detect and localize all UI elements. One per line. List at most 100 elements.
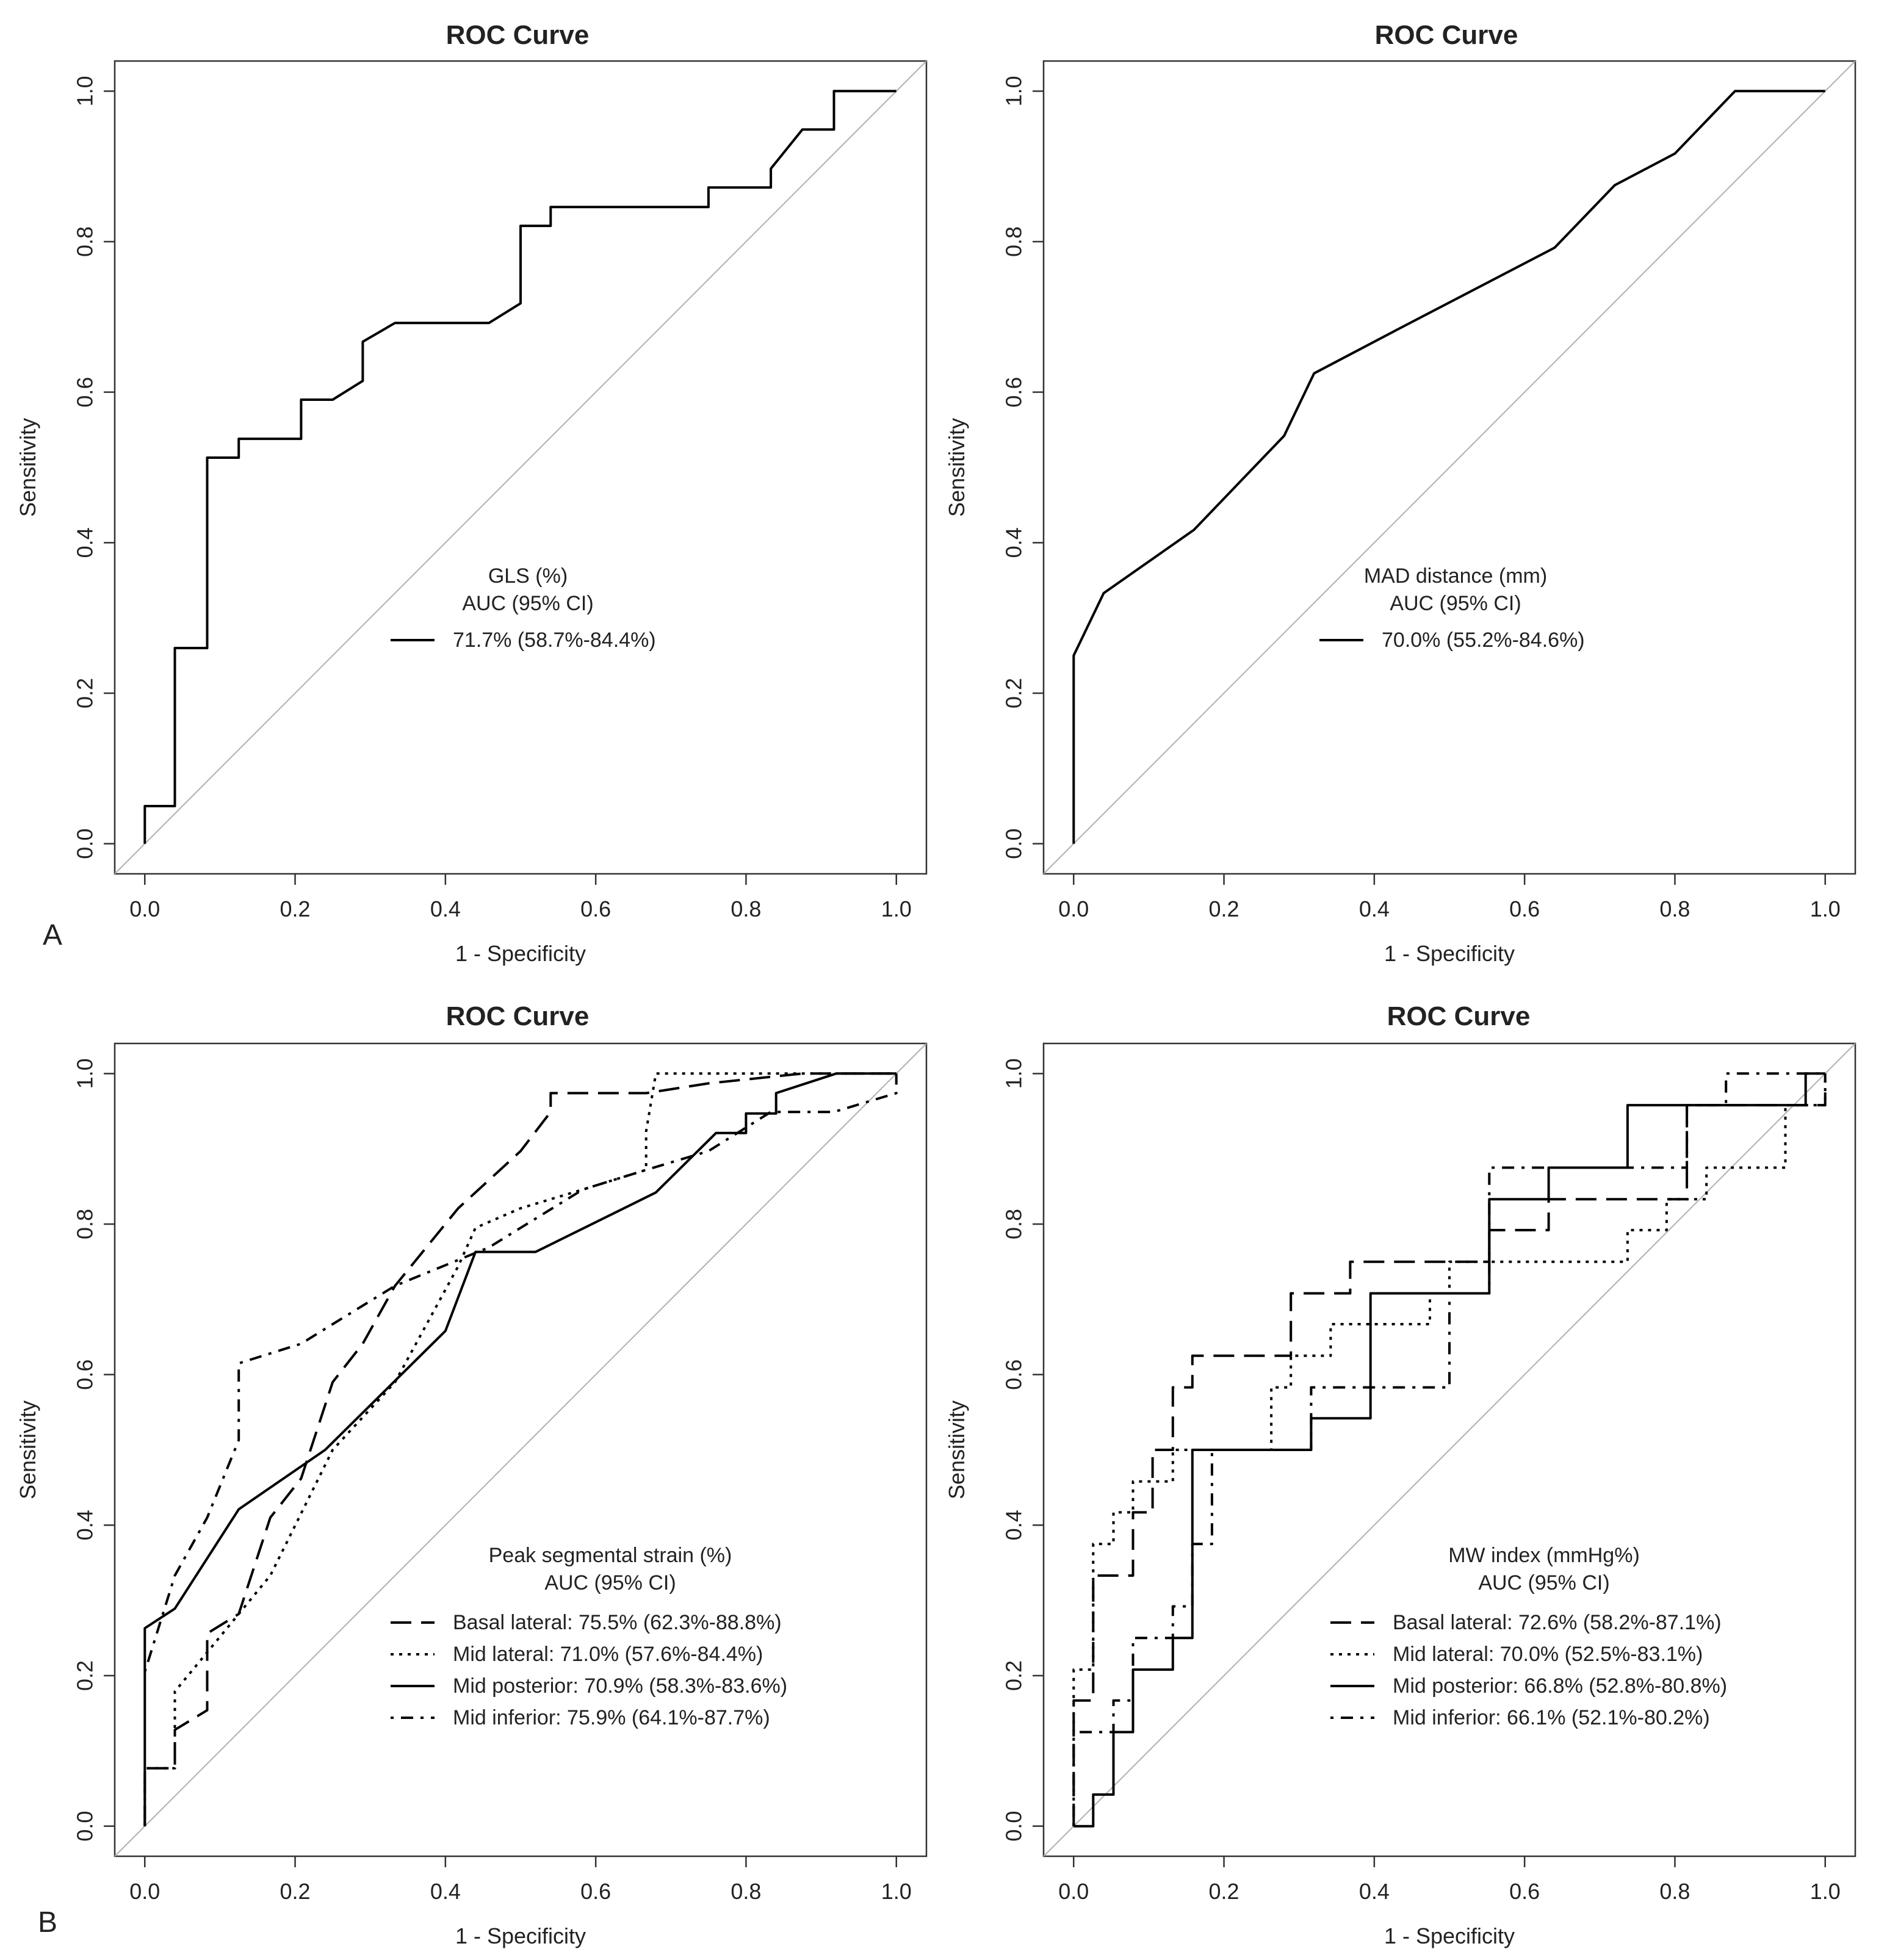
legend-title: MW index (mmHg%) <box>1448 1544 1640 1567</box>
panel-letter-b: B <box>38 1906 57 1939</box>
x-tick-label: 0.4 <box>1359 896 1390 921</box>
x-tick-label: 1.0 <box>1810 896 1841 921</box>
legend-title: MAD distance (mm) <box>1364 564 1547 588</box>
legend-title: AUC (95% CI) <box>544 1571 676 1594</box>
legend-title: AUC (95% CI) <box>1478 1571 1609 1594</box>
y-tick-label: 0.4 <box>1001 527 1026 558</box>
legend-entry: Mid inferior: 66.1% (52.1%-80.2%) <box>1393 1706 1710 1729</box>
y-tick-label: 0.4 <box>1001 1510 1026 1540</box>
x-tick-label: 0.8 <box>731 896 761 921</box>
legend-entry: Basal lateral: 72.6% (58.2%-87.1%) <box>1393 1611 1722 1634</box>
reference-diagonal <box>1043 1043 1856 1857</box>
y-axis-label: Sensitivity <box>15 418 40 517</box>
x-tick-label: 0.6 <box>580 1879 611 1904</box>
roc-series-3 <box>143 1072 897 1826</box>
legend-entry: Mid posterior: 70.9% (58.3%-83.6%) <box>453 1674 787 1698</box>
roc-series-2 <box>143 1072 897 1826</box>
roc-panel-4: ROC Curve 0.0 0.2 0.4 0.6 0.8 1.0 0.0 0.2 0.4 0.6 0… <box>944 1001 1856 1948</box>
x-tick-label: 1.0 <box>881 896 912 921</box>
y-tick-label: 0.2 <box>1001 678 1026 708</box>
roc-panel-1: ROC Curve 0.0 0.2 0.4 0.6 0.8 1.0 0.0 0.2 0.4 0.6 0… <box>15 20 928 966</box>
y-tick-label: 0.8 <box>1001 1209 1026 1239</box>
roc-series-1 <box>143 1072 897 1826</box>
roc-series-2 <box>1072 1073 1827 1826</box>
x-axis-label: 1 - Specificity <box>455 941 586 966</box>
y-tick-label: 0.8 <box>73 1209 98 1239</box>
x-tick-label: 0.4 <box>430 1879 461 1904</box>
legend: Peak segmental strain (%) AUC (95% CI) Bas… <box>391 1544 787 1729</box>
x-tick-label: 1.0 <box>881 1879 912 1904</box>
plot-frame <box>114 1042 928 1857</box>
y-tick-label: 1.0 <box>73 1058 98 1089</box>
x-tick-label: 0.2 <box>280 896 311 921</box>
x-axis-label: 1 - Specificity <box>1384 1923 1515 1948</box>
reference-diagonal <box>114 60 927 874</box>
y-tick-label: 1.0 <box>1001 76 1026 106</box>
x-axis-label: 1 - Specificity <box>1384 941 1515 966</box>
legend-entry: Mid lateral: 70.0% (52.5%-83.1%) <box>1393 1643 1703 1666</box>
legend-entry: 71.7% (58.7%-84.4%) <box>453 629 656 652</box>
y-tick-label: 0.2 <box>1001 1660 1026 1691</box>
y-tick-label: 0.6 <box>1001 377 1026 408</box>
y-tick-label: 0.4 <box>73 527 98 558</box>
roc-series-1 <box>143 90 897 844</box>
x-tick-label: 0.2 <box>1209 896 1239 921</box>
y-tick-label: 0.0 <box>1001 1811 1026 1842</box>
x-tick-label: 0.8 <box>1659 1879 1690 1904</box>
x-tick-label: 0.8 <box>731 1879 761 1904</box>
legend: GLS (%) AUC (95% CI) 71.7% (58.7%-84.4%) <box>391 564 656 652</box>
x-tick-label: 0.4 <box>430 896 461 921</box>
y-tick-label: 0.6 <box>73 1360 98 1390</box>
reference-diagonal <box>1043 60 1856 874</box>
legend: MAD distance (mm) AUC (95% CI) 70.0% (55.2… <box>1319 564 1585 652</box>
roc-panel-3: ROC Curve 0.0 0.2 0.4 0.6 0.8 1.0 0.0 0.2 0.4 0.6 0… <box>15 1001 928 1948</box>
panel-letter-a: A <box>43 919 62 951</box>
roc-panels: ROC Curve 0.0 0.2 0.4 0.6 0.8 1.0 0.0 0.2 0.4 0.6 0… <box>15 20 1856 1948</box>
x-tick-label: 0.6 <box>580 896 611 921</box>
legend-title: AUC (95% CI) <box>462 592 593 615</box>
x-tick-label: 0.0 <box>1058 1879 1089 1904</box>
plot-frame <box>114 60 928 875</box>
x-axis-label: 1 - Specificity <box>455 1923 586 1948</box>
x-tick-label: 0.0 <box>129 1879 160 1904</box>
x-tick-label: 0.8 <box>1659 896 1690 921</box>
legend-entry: 70.0% (55.2%-84.6%) <box>1382 629 1585 652</box>
x-tick-label: 0.0 <box>1058 896 1089 921</box>
y-axis-label: Sensitivity <box>944 418 969 517</box>
legend-entry: Mid inferior: 75.9% (64.1%-87.7%) <box>453 1706 770 1729</box>
x-tick-label: 0.2 <box>280 1879 311 1904</box>
y-tick-label: 0.0 <box>73 829 98 859</box>
y-tick-label: 0.0 <box>73 1811 98 1842</box>
y-tick-label: 1.0 <box>73 76 98 106</box>
chart-title: ROC Curve <box>446 1001 590 1031</box>
chart-title: ROC Curve <box>1387 1001 1531 1031</box>
roc-panel-2: ROC Curve 0.0 0.2 0.4 0.6 0.8 1.0 0.0 0.2 0.4 0.6 0… <box>944 20 1856 966</box>
y-tick-label: 0.2 <box>73 1660 98 1691</box>
y-tick-label: 0.4 <box>73 1510 98 1540</box>
chart-title: ROC Curve <box>1375 20 1518 50</box>
y-axis-label: Sensitivity <box>944 1400 969 1499</box>
y-tick-label: 1.0 <box>1001 1058 1026 1089</box>
x-tick-label: 0.2 <box>1209 1879 1239 1904</box>
x-tick-label: 0.6 <box>1509 896 1540 921</box>
y-tick-label: 0.8 <box>73 226 98 257</box>
x-tick-label: 0.6 <box>1509 1879 1540 1904</box>
chart-title: ROC Curve <box>446 20 590 50</box>
reference-diagonal <box>114 1043 927 1857</box>
y-tick-label: 0.2 <box>73 678 98 708</box>
legend-title: AUC (95% CI) <box>1390 592 1521 615</box>
plot-frame <box>1042 60 1856 875</box>
legend-entry: Basal lateral: 75.5% (62.3%-88.8%) <box>453 1611 782 1634</box>
legend-entry: Mid posterior: 66.8% (52.8%-80.8%) <box>1393 1674 1727 1698</box>
x-tick-label: 0.0 <box>129 896 160 921</box>
roc-series-4 <box>143 1073 898 1673</box>
y-tick-label: 0.6 <box>1001 1360 1026 1390</box>
legend: MW index (mmHg%) AUC (95% CI) Basal latera… <box>1330 1544 1727 1729</box>
y-axis-label: Sensitivity <box>15 1400 40 1499</box>
x-tick-label: 1.0 <box>1810 1879 1841 1904</box>
plot-frame <box>1042 1042 1856 1857</box>
y-tick-label: 0.8 <box>1001 226 1026 257</box>
y-tick-label: 0.6 <box>73 377 98 408</box>
legend-entry: Mid lateral: 71.0% (57.6%-84.4%) <box>453 1643 763 1666</box>
